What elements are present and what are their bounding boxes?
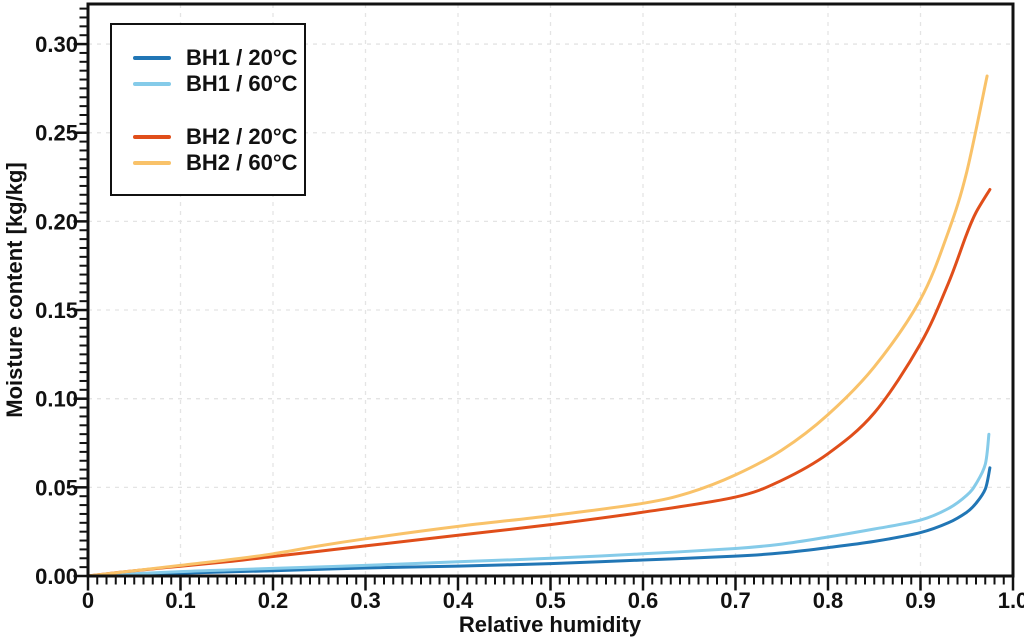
x-tick-label: 0.6	[628, 588, 659, 613]
y-axis-title: Moisture content [kg/kg]	[2, 162, 27, 417]
x-tick-label: 0.5	[535, 588, 566, 613]
y-tick-label: 0.30	[35, 32, 78, 57]
x-tick-label: 0.3	[350, 588, 381, 613]
legend-label-bh2-60c: BH2 / 60°C	[186, 150, 298, 175]
legend-line-swatch-bh2-20c	[133, 135, 171, 139]
y-tick-label: 0.05	[35, 475, 78, 500]
x-axis-title: Relative humidity	[459, 612, 642, 637]
curve-bh2-20-c	[86, 188, 992, 578]
legend-item-bh1-20c: BH1 / 20°C	[112, 45, 304, 71]
legend-item-bh2-20c: BH2 / 20°C	[112, 124, 304, 150]
x-tick-label: 1.0	[998, 588, 1024, 613]
curve-bh1-60-c	[86, 432, 991, 578]
y-tick-label: 0.15	[35, 298, 78, 323]
legend-label-bh2-20c: BH2 / 20°C	[186, 124, 298, 149]
curve-bh1-20-c	[86, 466, 992, 578]
x-tick-label: 0.4	[443, 588, 474, 613]
y-tick-label: 0.20	[35, 209, 78, 234]
legend-label-bh1-60c: BH1 / 60°C	[186, 71, 298, 96]
x-tick-label: 0.2	[258, 588, 289, 613]
legend: BH1 / 20°C BH1 / 60°C BH2 / 20°C BH2 / 6…	[110, 23, 306, 196]
legend-item-bh2-60c: BH2 / 60°C	[112, 150, 304, 176]
legend-line-swatch-bh2-60c	[133, 161, 171, 165]
x-tick-label: 0.1	[165, 588, 196, 613]
legend-label-bh1-20c: BH1 / 20°C	[186, 45, 298, 70]
x-tick-label: 0	[82, 588, 94, 613]
plot-frame	[86, 2, 1015, 578]
legend-group-gap	[112, 97, 304, 124]
y-tick-label: 0.25	[35, 121, 78, 146]
x-tick-label: 0.7	[720, 588, 751, 613]
y-tick-label: 0.10	[35, 387, 78, 412]
x-tick-label: 0.9	[905, 588, 936, 613]
curve-bh2-60-c	[86, 74, 989, 578]
legend-line-swatch-bh1-60c	[133, 82, 171, 86]
legend-item-bh1-60c: BH1 / 60°C	[112, 71, 304, 97]
x-tick-label: 0.8	[813, 588, 844, 613]
legend-line-swatch-bh1-20c	[133, 56, 171, 60]
y-tick-label: 0.00	[35, 564, 78, 589]
